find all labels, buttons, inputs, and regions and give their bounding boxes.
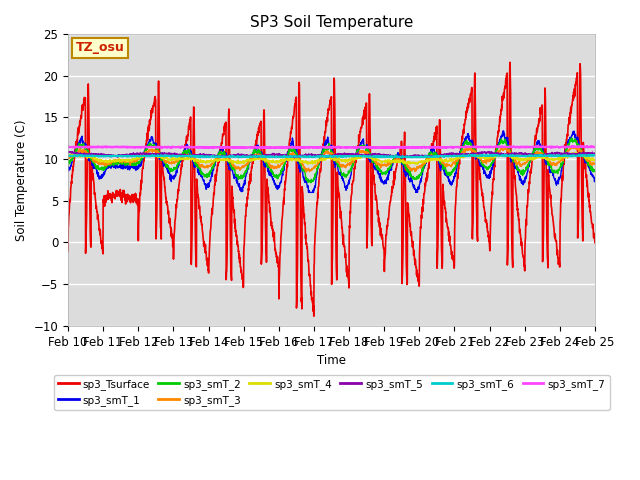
sp3_smT_2 — [484, 166, 492, 172]
sp3_smT_1 — [64, 167, 72, 173]
sp3_smT_3 — [347, 162, 355, 168]
sp3_smT_2 — [307, 180, 314, 186]
sp3_smT_6 — [591, 153, 599, 158]
sp3_smT_2 — [568, 135, 575, 141]
sp3_smT_7 — [64, 144, 72, 150]
sp3_Tsurface — [358, 120, 366, 126]
sp3_smT_1 — [591, 174, 599, 180]
sp3_smT_1 — [305, 190, 312, 195]
sp3_smT_2 — [211, 159, 219, 165]
sp3_smT_4 — [591, 156, 599, 162]
sp3_Tsurface — [506, 60, 514, 65]
sp3_smT_7 — [545, 144, 552, 150]
sp3_smT_3 — [484, 157, 492, 163]
sp3_smT_3 — [568, 144, 575, 149]
sp3_smT_2 — [545, 163, 552, 168]
sp3_smT_2 — [64, 162, 72, 168]
sp3_smT_3 — [358, 149, 366, 155]
sp3_smT_7 — [583, 143, 591, 149]
sp3_Tsurface — [347, 200, 355, 205]
sp3_Tsurface — [559, 158, 567, 164]
sp3_smT_2 — [591, 168, 599, 174]
Line: sp3_smT_1: sp3_smT_1 — [68, 131, 595, 192]
sp3_smT_5 — [68, 149, 76, 155]
Line: sp3_smT_3: sp3_smT_3 — [68, 146, 595, 172]
sp3_smT_5 — [211, 153, 219, 158]
sp3_smT_3 — [211, 157, 219, 163]
sp3_smT_4 — [211, 157, 219, 163]
sp3_Tsurface — [310, 313, 317, 319]
sp3_smT_1 — [500, 128, 508, 134]
sp3_smT_1 — [559, 156, 567, 162]
sp3_Tsurface — [591, 240, 599, 246]
sp3_smT_7 — [484, 144, 492, 150]
sp3_smT_4 — [545, 155, 552, 161]
sp3_smT_5 — [591, 150, 599, 156]
Line: sp3_smT_4: sp3_smT_4 — [68, 152, 595, 164]
sp3_smT_6 — [211, 155, 219, 160]
sp3_smT_5 — [392, 155, 399, 161]
Y-axis label: Soil Temperature (C): Soil Temperature (C) — [15, 119, 28, 240]
sp3_smT_3 — [591, 161, 599, 167]
Text: TZ_osu: TZ_osu — [76, 41, 125, 54]
sp3_smT_7 — [388, 145, 396, 151]
sp3_smT_7 — [358, 145, 365, 151]
sp3_smT_4 — [484, 155, 492, 160]
Line: sp3_smT_5: sp3_smT_5 — [68, 152, 595, 158]
sp3_Tsurface — [545, 174, 553, 180]
sp3_smT_2 — [559, 157, 567, 163]
sp3_smT_1 — [484, 172, 492, 178]
sp3_smT_6 — [484, 153, 492, 159]
Line: sp3_smT_6: sp3_smT_6 — [68, 155, 595, 157]
sp3_smT_6 — [559, 153, 567, 158]
sp3_smT_6 — [235, 155, 243, 160]
sp3_smT_6 — [545, 153, 553, 158]
Line: sp3_smT_2: sp3_smT_2 — [68, 138, 595, 183]
sp3_smT_1 — [358, 138, 366, 144]
sp3_smT_2 — [347, 166, 355, 172]
sp3_smT_1 — [347, 173, 355, 179]
sp3_smT_5 — [64, 150, 72, 156]
sp3_smT_3 — [303, 169, 310, 175]
sp3_smT_4 — [572, 149, 579, 155]
sp3_smT_4 — [559, 153, 567, 159]
sp3_smT_5 — [485, 149, 493, 155]
sp3_smT_5 — [545, 152, 553, 157]
sp3_Tsurface — [211, 182, 219, 188]
sp3_smT_6 — [358, 154, 366, 159]
sp3_smT_5 — [559, 151, 567, 157]
sp3_smT_7 — [211, 144, 219, 150]
sp3_smT_1 — [545, 163, 553, 168]
sp3_smT_4 — [347, 157, 355, 163]
sp3_smT_2 — [358, 144, 366, 149]
Line: sp3_smT_7: sp3_smT_7 — [68, 146, 595, 148]
sp3_smT_6 — [489, 152, 497, 157]
sp3_Tsurface — [484, 232, 492, 238]
sp3_smT_7 — [591, 144, 599, 150]
sp3_smT_4 — [304, 161, 312, 167]
sp3_smT_5 — [347, 152, 355, 158]
X-axis label: Time: Time — [317, 354, 346, 367]
sp3_smT_6 — [347, 153, 355, 159]
sp3_smT_1 — [211, 161, 219, 167]
sp3_smT_4 — [358, 155, 366, 160]
sp3_smT_6 — [64, 153, 72, 159]
Line: sp3_Tsurface: sp3_Tsurface — [68, 62, 595, 316]
sp3_Tsurface — [64, 248, 72, 254]
Title: SP3 Soil Temperature: SP3 Soil Temperature — [250, 15, 413, 30]
sp3_smT_7 — [347, 144, 355, 150]
sp3_smT_5 — [358, 153, 366, 159]
Legend: sp3_Tsurface, sp3_smT_1, sp3_smT_2, sp3_smT_3, sp3_smT_4, sp3_smT_5, sp3_smT_6, : sp3_Tsurface, sp3_smT_1, sp3_smT_2, sp3_… — [54, 375, 609, 410]
sp3_smT_3 — [64, 156, 72, 161]
sp3_smT_3 — [559, 156, 567, 162]
sp3_smT_4 — [64, 153, 72, 159]
sp3_smT_3 — [545, 156, 552, 162]
sp3_smT_7 — [559, 144, 567, 150]
